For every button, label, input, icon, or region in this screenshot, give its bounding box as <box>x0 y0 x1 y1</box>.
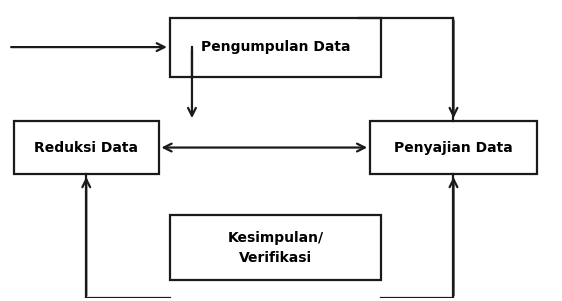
Text: Pengumpulan Data: Pengumpulan Data <box>201 40 350 54</box>
Bar <box>170 17 381 77</box>
Bar <box>370 121 537 174</box>
Text: Kesimpulan/
Verifikasi: Kesimpulan/ Verifikasi <box>228 231 324 265</box>
Bar <box>14 121 158 174</box>
Bar <box>170 216 381 281</box>
Text: Reduksi Data: Reduksi Data <box>34 141 138 154</box>
Text: Penyajian Data: Penyajian Data <box>394 141 513 154</box>
